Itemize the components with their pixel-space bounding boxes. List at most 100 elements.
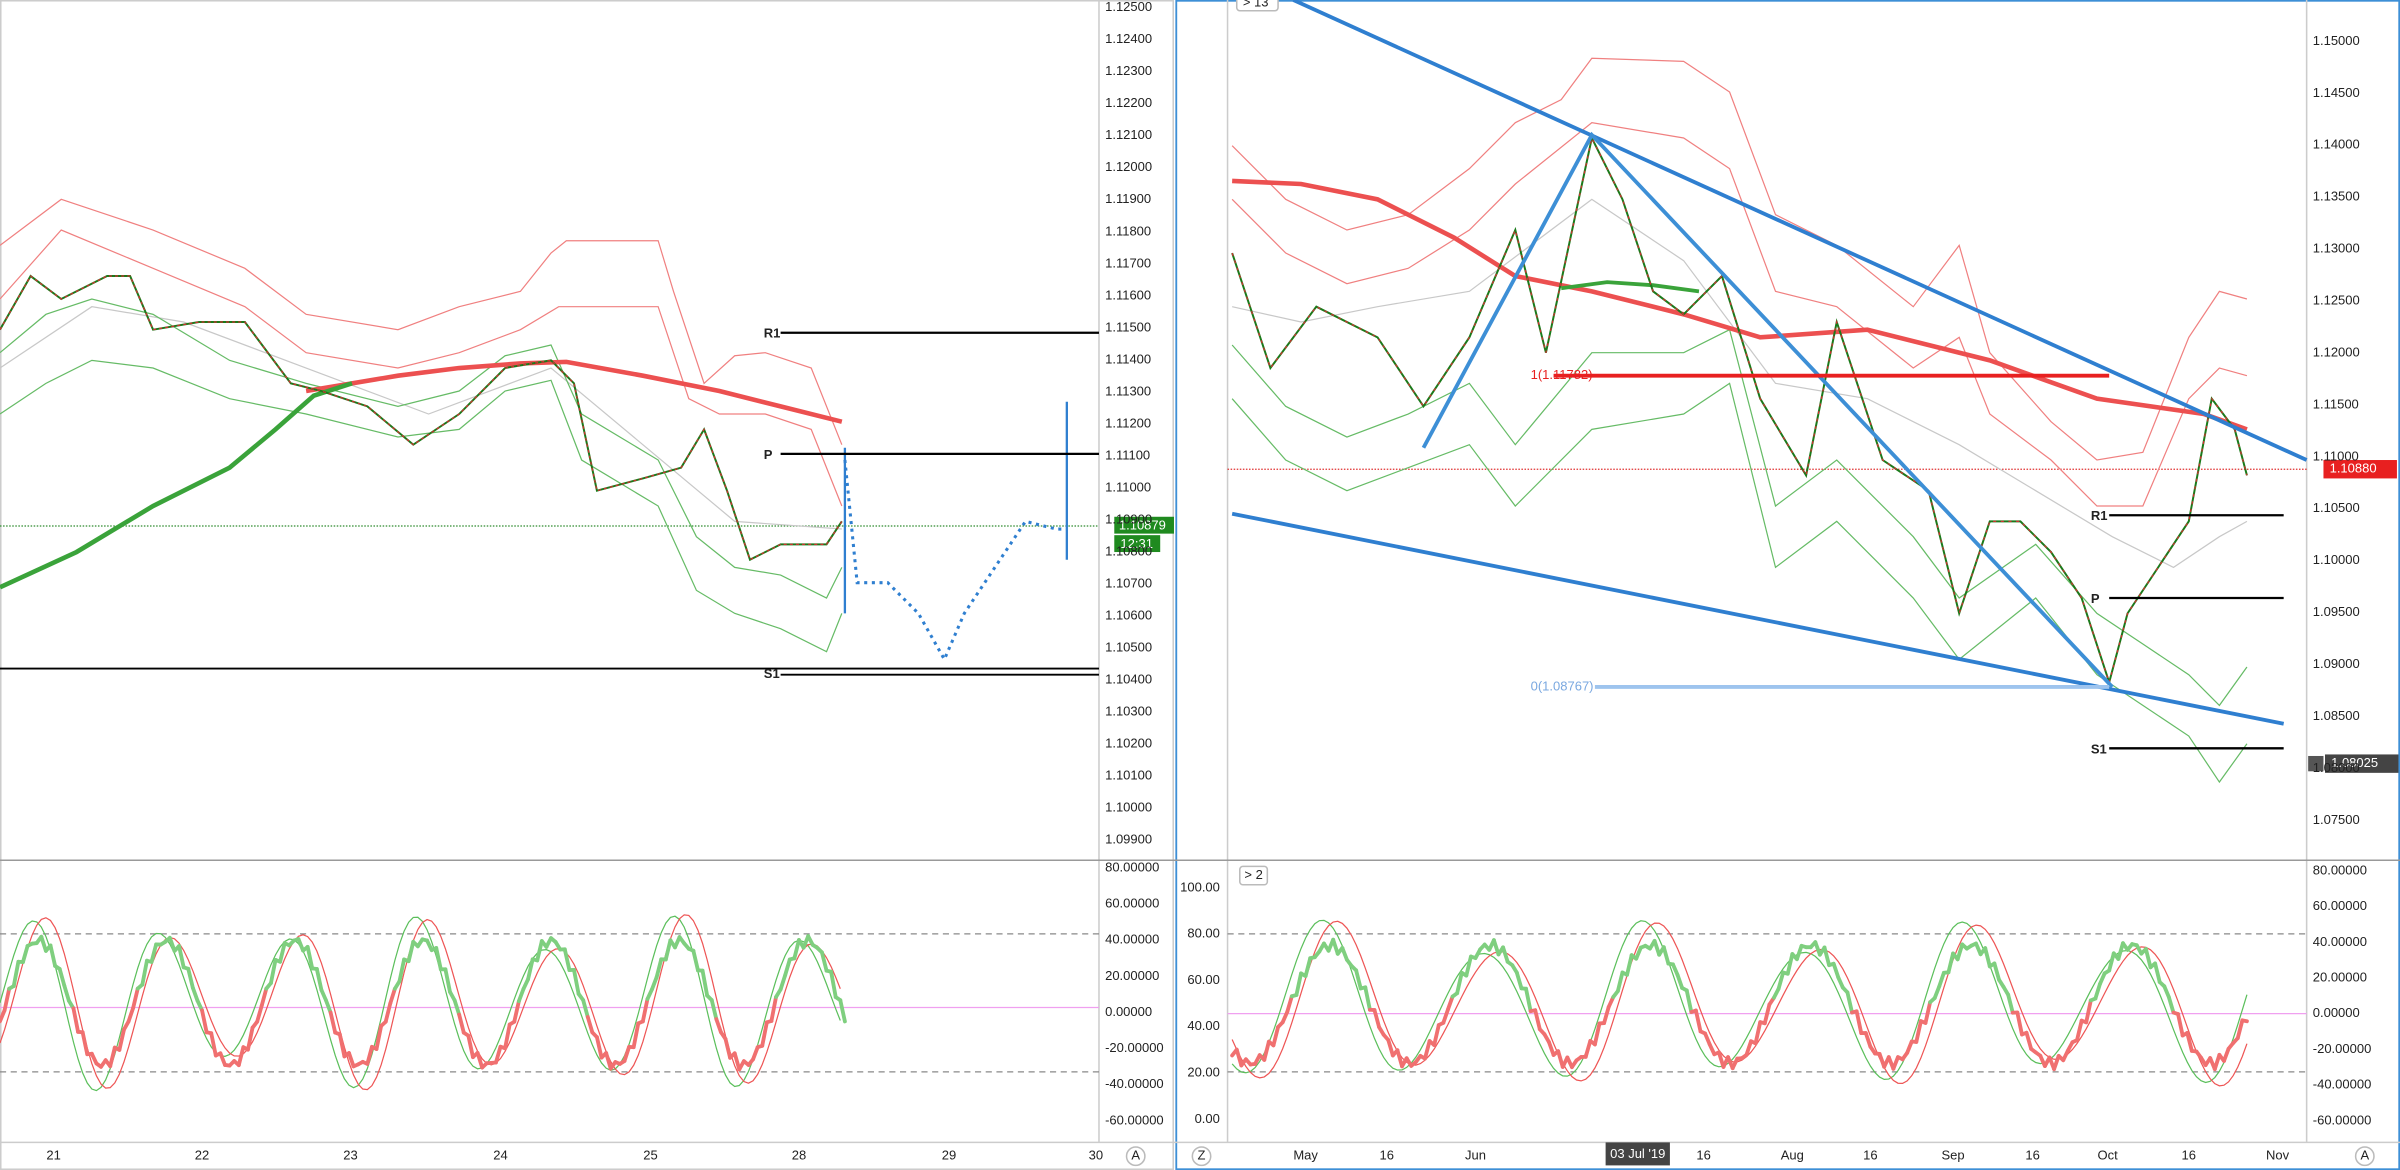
pivot-label: S1 xyxy=(2091,741,2107,756)
time-label: 29 xyxy=(942,1148,956,1163)
oscillator-thick xyxy=(1294,971,1303,997)
oscillator-thick xyxy=(177,944,186,970)
oscillator-thick xyxy=(1671,962,1680,977)
oscillator-thick xyxy=(1863,1031,1873,1049)
countdown: 12:31 xyxy=(1120,536,1153,551)
oscillator-thick xyxy=(2144,947,2153,970)
oscillator-thick xyxy=(1262,1039,1271,1062)
crosshair-plus[interactable] xyxy=(2308,755,2324,772)
axis-label: 1.12000 xyxy=(2313,344,2360,359)
oscillator-thick xyxy=(2075,1018,2084,1043)
oscillator-thick xyxy=(337,1032,347,1059)
last-price: 1.10880 xyxy=(2330,461,2377,476)
fib-label: 0(1.08767) xyxy=(1531,678,1594,693)
oscillator-thick xyxy=(108,1045,117,1069)
oscillator-thick xyxy=(1455,970,1464,996)
oscillator-thick xyxy=(1744,1039,1753,1057)
oscillator-thick xyxy=(709,998,719,1022)
oscillator-thick xyxy=(1423,1039,1432,1061)
oscillator-thick xyxy=(255,1003,264,1024)
axis-label: 0.00000 xyxy=(2313,1005,2360,1020)
oscillator-thick xyxy=(2107,951,2116,973)
pivot-label: S1 xyxy=(764,666,780,681)
axis-label: -40.00000 xyxy=(1105,1076,1164,1091)
series-button[interactable] xyxy=(1235,0,1279,12)
axis-label: 1.12400 xyxy=(1105,31,1152,46)
oscillator-thick xyxy=(1932,984,1942,1001)
oscillator-thick xyxy=(1524,986,1533,1014)
axis-label: 1.09000 xyxy=(2313,656,2360,671)
oscillator-thick xyxy=(1331,937,1340,956)
axis-label: 1.09900 xyxy=(1105,832,1152,847)
right-drawings xyxy=(1227,0,2308,784)
oscillator-thick xyxy=(1905,1039,1914,1055)
time-label: 16 xyxy=(1696,1148,1710,1163)
time-label: Nov xyxy=(2266,1148,2290,1163)
oscillator-thick xyxy=(278,941,287,964)
oscillator-thick xyxy=(2,986,12,1013)
oscillator-thick xyxy=(236,1045,246,1068)
oscillator-thick xyxy=(572,967,581,996)
oscillator-thick xyxy=(48,943,58,968)
oscillator-thick xyxy=(0,1008,7,1024)
oscillator-thick xyxy=(475,1050,485,1070)
oscillator-thick xyxy=(829,969,838,999)
axis-label: 1.15000 xyxy=(2313,33,2360,48)
zoom-button[interactable] xyxy=(1191,1146,1212,1167)
axis-label: 20.00000 xyxy=(1105,968,1159,983)
auto-button[interactable] xyxy=(1125,1146,1146,1167)
oscillator-thick xyxy=(117,1027,126,1052)
auto-label[interactable]: A xyxy=(2360,1148,2369,1163)
oscillator-thick xyxy=(200,1008,209,1035)
oscillator-thick xyxy=(1946,951,1955,975)
oscillator-thick xyxy=(1615,970,1625,993)
oscillator-thick xyxy=(71,1006,80,1034)
axis-label: 1.11100 xyxy=(1105,447,1150,462)
time-label: 28 xyxy=(792,1148,806,1163)
oscillator-thick xyxy=(80,1030,90,1057)
crosshair-date-tag xyxy=(1605,1142,1670,1166)
oscillator-thick xyxy=(778,973,788,992)
oscillator-thick xyxy=(246,1025,255,1052)
axis-label: 1.10700 xyxy=(1105,576,1152,591)
oscillator-thick xyxy=(1441,1007,1450,1025)
oscillator-thick xyxy=(305,944,315,971)
oscillator-thick xyxy=(562,947,572,972)
oscillator-thick xyxy=(1703,1031,1712,1047)
axis-label: -40.00000 xyxy=(2313,1077,2372,1092)
axis-label: 1.10800 xyxy=(1105,544,1152,559)
oscillator-thick xyxy=(1675,973,1685,990)
time-label: 25 xyxy=(643,1148,657,1163)
series-button-label[interactable]: > 13 xyxy=(1243,0,1269,10)
time-label: Sep xyxy=(1941,1148,1964,1163)
oscillator-thick xyxy=(1602,1005,1611,1026)
oscillator-thick xyxy=(2116,941,2125,961)
oscillator-thick xyxy=(691,948,700,973)
oscillator-thick xyxy=(820,950,829,973)
oscillator-thick xyxy=(1533,1008,1542,1032)
axis-label: 1.10000 xyxy=(1105,800,1152,815)
oscillator-thick xyxy=(1432,1023,1441,1047)
oscillator-thick xyxy=(11,959,21,988)
axis-label: 1.14500 xyxy=(2313,85,2360,100)
oscillator-button-label[interactable]: > 2 xyxy=(1244,867,1262,882)
oscillator-button[interactable] xyxy=(1239,865,1269,886)
oscillator-thick xyxy=(140,958,149,987)
auto-label[interactable]: A xyxy=(1131,1148,1140,1163)
oscillator-thick xyxy=(406,939,416,964)
oscillator-thick xyxy=(167,935,177,953)
oscillator-thick xyxy=(186,966,195,990)
zoom-label[interactable]: Z xyxy=(1198,1148,1206,1163)
oscillator-thick xyxy=(314,967,324,992)
oscillator-thick xyxy=(751,1045,760,1062)
oscillator-thick xyxy=(2024,1030,2034,1051)
oscillator-thick xyxy=(2185,1030,2194,1053)
oscillator-thick xyxy=(347,1051,356,1069)
oscillator-line xyxy=(1231,920,2248,1087)
axis-label: 1.10400 xyxy=(1105,672,1152,687)
oscillator-thick xyxy=(494,1044,503,1065)
axis-label: 60.00 xyxy=(1187,972,1220,987)
time-label: 24 xyxy=(493,1148,507,1163)
auto-button[interactable] xyxy=(2354,1146,2375,1167)
